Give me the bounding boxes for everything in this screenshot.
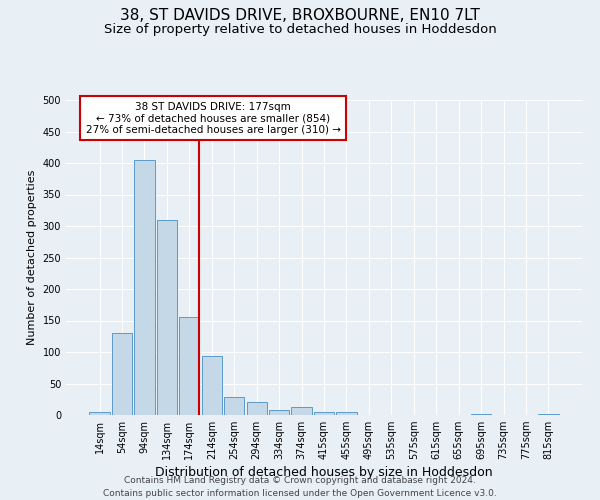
Bar (89, 412, 110, 415)
Bar (247, 402, 267, 415)
Bar (157, 220, 177, 415)
Bar (269, 410, 289, 415)
Bar (538, 414, 559, 415)
Bar (134, 160, 155, 415)
Bar (471, 414, 491, 415)
Bar (292, 408, 311, 415)
Text: Contains HM Land Registry data © Crown copyright and database right 2024.
Contai: Contains HM Land Registry data © Crown c… (103, 476, 497, 498)
Bar (224, 396, 244, 415)
Bar (179, 318, 199, 415)
Bar (202, 356, 222, 415)
Text: 38, ST DAVIDS DRIVE, BROXBOURNE, EN10 7LT: 38, ST DAVIDS DRIVE, BROXBOURNE, EN10 7L… (120, 8, 480, 22)
Bar (337, 412, 356, 415)
Text: 38 ST DAVIDS DRIVE: 177sqm
← 73% of detached houses are smaller (854)
27% of sem: 38 ST DAVIDS DRIVE: 177sqm ← 73% of deta… (86, 102, 341, 135)
Text: Size of property relative to detached houses in Hoddesdon: Size of property relative to detached ho… (104, 22, 496, 36)
X-axis label: Distribution of detached houses by size in Hoddesdon: Distribution of detached houses by size … (155, 466, 493, 479)
Y-axis label: Number of detached properties: Number of detached properties (27, 170, 37, 345)
Bar (112, 333, 132, 415)
Bar (314, 412, 334, 415)
